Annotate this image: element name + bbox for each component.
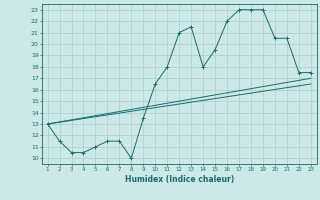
X-axis label: Humidex (Indice chaleur): Humidex (Indice chaleur) xyxy=(124,175,234,184)
